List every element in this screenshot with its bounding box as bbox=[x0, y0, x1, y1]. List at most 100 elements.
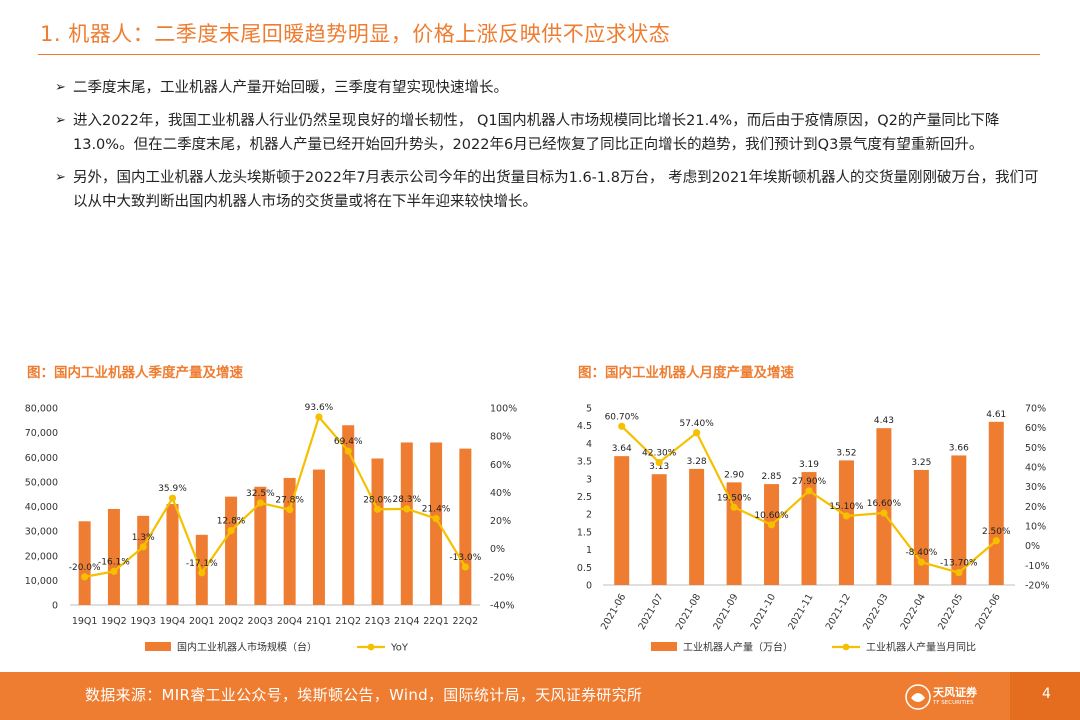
x-tick-label: 22Q2 bbox=[453, 616, 479, 627]
line-point bbox=[432, 515, 440, 523]
line-value-label: -13.0% bbox=[449, 553, 481, 563]
line-point bbox=[618, 422, 626, 430]
line-point bbox=[730, 503, 738, 511]
x-tick-label: 19Q4 bbox=[160, 616, 186, 627]
footer-bar: 数据来源：MIR睿工业公众号，埃斯顿公告，Wind，国际统计局，天风证券研究所 … bbox=[0, 672, 1080, 720]
line-value-label: 32.5% bbox=[246, 489, 275, 499]
line-point bbox=[842, 512, 851, 520]
line-value-label: 28.0% bbox=[363, 495, 392, 505]
logo-mark-icon bbox=[905, 684, 931, 710]
x-tick-label: 21Q1 bbox=[306, 616, 332, 627]
y-left-tick-label: 0 bbox=[52, 601, 58, 612]
line-point bbox=[880, 509, 888, 517]
chart-title-monthly: 图：国内工业机器人月度产量及增速 bbox=[578, 365, 794, 381]
line-point bbox=[110, 567, 118, 575]
y-left-tick-label: 30,000 bbox=[25, 527, 58, 538]
line-value-label: -20.0% bbox=[69, 563, 101, 573]
line-point bbox=[286, 505, 294, 514]
chart-title-quarterly: 图：国内工业机器人季度产量及增速 bbox=[27, 365, 243, 381]
line-value-label: 21.4% bbox=[422, 505, 451, 515]
y-left-tick-label: 3.5 bbox=[577, 457, 592, 468]
y-right-tick-label: 10% bbox=[1025, 522, 1046, 533]
bar-value-label: 3.52 bbox=[836, 448, 856, 458]
x-tick-label: 20Q4 bbox=[277, 616, 303, 627]
x-tick-label: 2021-09 bbox=[711, 592, 740, 632]
line-value-label: 10.60% bbox=[754, 511, 789, 521]
bullet-item: ➢ 另外，国内工业机器人龙头埃斯顿于2022年7月表示公司今年的出货量目标为1.… bbox=[55, 166, 1045, 214]
bar bbox=[838, 460, 854, 585]
x-tick-label: 2021-10 bbox=[749, 592, 778, 632]
bar bbox=[913, 469, 929, 585]
bar-value-label: 3.28 bbox=[687, 457, 707, 467]
legend-bar-swatch bbox=[145, 642, 171, 651]
x-tick-label: 2021-06 bbox=[599, 592, 628, 632]
bar bbox=[166, 504, 179, 605]
line-value-label: 69.4% bbox=[334, 437, 363, 447]
bar bbox=[876, 428, 892, 585]
slide-title: 1. 机器人：二季度末尾回暖趋势明显，价格上涨反映供不应求状态 bbox=[40, 22, 671, 46]
y-left-tick-label: 1 bbox=[586, 545, 592, 556]
y-right-tick-label: 60% bbox=[490, 460, 511, 471]
y-left-tick-label: 2 bbox=[586, 510, 592, 521]
arrow-bullet-icon: ➢ bbox=[55, 80, 66, 95]
bar-value-label: 3.13 bbox=[649, 462, 669, 472]
yoy-line bbox=[84, 414, 467, 578]
y-left-tick-label: 5 bbox=[586, 404, 592, 415]
x-tick-label: 21Q2 bbox=[335, 616, 361, 627]
line-point bbox=[198, 569, 206, 577]
y-right-tick-label: 20% bbox=[490, 516, 511, 527]
y-right-tick-label: 0% bbox=[490, 544, 505, 555]
y-left-tick-label: 3 bbox=[586, 474, 592, 485]
bar bbox=[254, 486, 267, 605]
legend-bar-label: 工业机器人产量（万台） bbox=[683, 641, 793, 654]
y-left-tick-label: 70,000 bbox=[25, 428, 58, 439]
bullet-text: 进入2022年，我国工业机器人行业仍然呈现良好的增长韧性， Q1国内机器人市场规… bbox=[73, 113, 1000, 153]
x-tick-label: 2021-11 bbox=[786, 592, 815, 632]
line-point bbox=[315, 413, 323, 421]
bullet-text: 二季度末尾，工业机器人产量开始回暖，三季度有望实现快速增长。 bbox=[73, 80, 508, 96]
y-left-tick-label: 4 bbox=[586, 439, 592, 450]
line-point bbox=[693, 429, 701, 437]
legend-line-marker bbox=[367, 643, 375, 651]
y-left-tick-label: 80,000 bbox=[25, 404, 58, 415]
legend-line-label: YoY bbox=[390, 643, 409, 654]
x-tick-label: 21Q3 bbox=[365, 616, 391, 627]
bar-value-label: 3.25 bbox=[911, 458, 931, 468]
line-value-label: 35.9% bbox=[158, 484, 187, 494]
line-point bbox=[767, 521, 776, 529]
y-right-tick-label: 30% bbox=[1025, 482, 1046, 493]
line-point bbox=[955, 569, 963, 577]
x-tick-label: 22Q1 bbox=[423, 616, 449, 627]
bar bbox=[988, 421, 1004, 585]
line-point bbox=[81, 573, 89, 581]
line-point bbox=[917, 558, 925, 566]
line-value-label: 19.50% bbox=[717, 493, 752, 503]
line-point bbox=[139, 543, 147, 551]
line-value-label: 60.70% bbox=[605, 412, 640, 422]
x-tick-label: 21Q4 bbox=[394, 616, 420, 627]
y-right-tick-label: 40% bbox=[1025, 463, 1046, 474]
bar-value-label: 3.66 bbox=[949, 443, 969, 453]
y-right-tick-label: 0% bbox=[1025, 541, 1040, 552]
y-right-tick-label: 20% bbox=[1025, 502, 1046, 513]
bar bbox=[430, 442, 443, 605]
bar bbox=[371, 458, 384, 605]
page-number: 4 bbox=[1042, 686, 1051, 702]
x-tick-label: 2022-05 bbox=[936, 592, 965, 632]
y-right-tick-label: 50% bbox=[1025, 443, 1046, 454]
line-value-label: 2.50% bbox=[982, 527, 1011, 537]
x-tick-label: 2021-08 bbox=[674, 592, 703, 632]
line-value-label: 1.3% bbox=[132, 533, 155, 543]
y-left-tick-label: 20,000 bbox=[25, 551, 58, 562]
line-point bbox=[227, 527, 235, 535]
bar-value-label: 3.19 bbox=[799, 460, 819, 470]
bar bbox=[651, 474, 667, 585]
x-tick-label: 2021-07 bbox=[636, 592, 665, 632]
line-value-label: 16.60% bbox=[867, 499, 902, 509]
line-value-label: 28.3% bbox=[392, 495, 421, 505]
bar bbox=[342, 425, 355, 605]
bar bbox=[225, 496, 238, 605]
x-tick-label: 19Q2 bbox=[101, 616, 127, 627]
line-point bbox=[805, 487, 813, 495]
